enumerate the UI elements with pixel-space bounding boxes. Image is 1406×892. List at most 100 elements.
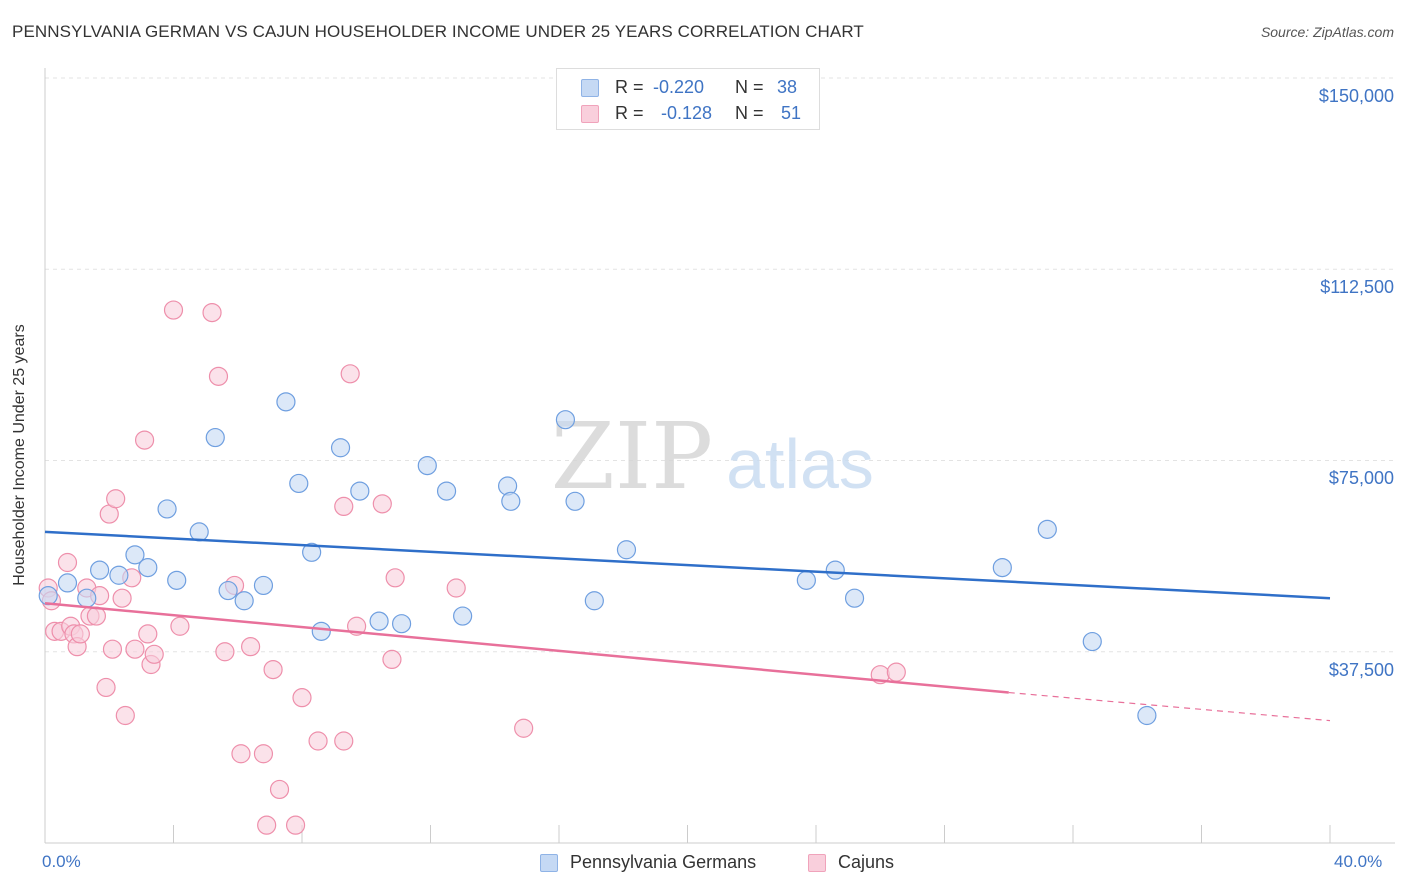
legend-r-value: -0.220 [653, 77, 705, 97]
cajun-point-50 [886, 662, 906, 682]
pennsylvania-german-point-26 [501, 491, 521, 511]
cajun-point-21 [134, 430, 155, 450]
cajun-point-45 [382, 649, 402, 670]
y-tick-label-75000: $75,000 [1328, 468, 1394, 488]
legend-n-value: 51 [781, 103, 802, 123]
x-tick-label-min: 0.0% [42, 852, 81, 871]
pennsylvania-german-point-14 [276, 392, 296, 412]
cajun-point-37 [285, 815, 306, 835]
pennsylvania-german-point-35 [1037, 519, 1057, 539]
y-tick-label-37500: $37,500 [1328, 660, 1394, 680]
trend-lines [44, 530, 1331, 722]
cajun-point-32 [241, 637, 261, 657]
pennsylvania-german-points [38, 392, 1157, 726]
pennsylvania-german-point-12 [234, 591, 254, 611]
pennsylvania-german-point-34 [992, 557, 1012, 578]
pennsylvania-german-point-36 [1082, 631, 1102, 652]
cajun-point-24 [144, 644, 164, 664]
pennsylvania-german-point-22 [417, 456, 437, 476]
legend-r-label: R = [615, 103, 644, 123]
cajun-point-41 [334, 731, 354, 751]
cajun-point-40 [334, 496, 354, 516]
bottom-legend-label-pennsylvania-germans: Pennsylvania Germans [570, 852, 757, 872]
cajun-point-16 [106, 489, 126, 509]
pennsylvania-german-point-20 [369, 611, 389, 631]
source-label: Source: ZipAtlas.com [1260, 24, 1394, 40]
cajun-point-13 [96, 677, 116, 698]
pennsylvania-german-point-15 [289, 473, 309, 494]
pennsylvania-german-point-33 [844, 588, 865, 608]
cajun-points [38, 300, 906, 835]
pennsylvania-german-point-27 [555, 410, 576, 430]
pennsylvania-german-point-9 [189, 522, 209, 542]
bottom-legend-swatch-cajuns [808, 854, 826, 872]
pennsylvania-german-point-2 [77, 588, 97, 608]
watermark: ZIP atlas [551, 403, 874, 510]
cajun-point-33 [253, 744, 274, 764]
cajun-point-42 [340, 364, 360, 384]
legend-n-label: N = [735, 77, 764, 97]
watermark-atlas: atlas [726, 425, 874, 503]
cajun-point-15 [102, 639, 123, 659]
pennsylvania-german-point-32 [825, 560, 845, 580]
pennsylvania-german-point-3 [90, 560, 110, 580]
pennsylvania-german-point-6 [138, 557, 158, 578]
trend-line-cajuns [44, 602, 1009, 694]
pennsylvania-german-point-16 [302, 542, 322, 562]
bottom-legend-label-cajuns: Cajuns [838, 852, 895, 872]
legend-swatch-pennsylvania-germans [581, 79, 599, 97]
cajun-point-44 [372, 494, 392, 514]
pennsylvania-german-point-4 [109, 565, 129, 585]
pennsylvania-german-point-30 [616, 540, 637, 560]
cajun-point-22 [138, 624, 158, 644]
cajun-point-47 [446, 578, 466, 598]
cajun-point-46 [385, 568, 405, 588]
legend-n-label: N = [735, 103, 764, 123]
pennsylvania-german-point-18 [330, 438, 351, 458]
trend-line-cajuns-extension [1008, 691, 1331, 722]
legend-n-value: 38 [777, 77, 798, 97]
legend-r-label: R = [615, 77, 644, 97]
cajun-point-17 [112, 588, 132, 608]
legend-swatch-cajuns [581, 105, 599, 123]
cajun-point-48 [514, 718, 534, 738]
cajun-point-28 [208, 366, 229, 386]
pennsylvania-german-point-31 [796, 570, 816, 590]
cajun-point-26 [170, 616, 190, 636]
axes [44, 68, 1395, 844]
x-tick-label-max: 40.0% [1334, 852, 1383, 871]
chart-title: PENNSYLVANIA GERMAN VS CAJUN HOUSEHOLDER… [12, 22, 864, 41]
cajun-point-29 [215, 642, 235, 662]
pennsylvania-german-point-21 [391, 614, 412, 634]
cajun-point-25 [163, 300, 184, 320]
pennsylvania-german-point-37 [1137, 705, 1157, 726]
cajun-point-8 [70, 624, 90, 644]
legend-r-value: -0.128 [661, 103, 713, 123]
cajun-point-38 [292, 688, 312, 708]
pennsylvania-german-point-10 [205, 427, 225, 448]
pennsylvania-german-point-5 [125, 545, 145, 565]
correlation-legend: R = -0.220 N = 38 R = -0.128 N = 51 [556, 68, 820, 130]
pennsylvania-german-point-19 [350, 481, 370, 501]
y-tick-label-150000: $150,000 [1318, 86, 1394, 106]
cajun-point-34 [257, 815, 277, 835]
pennsylvania-german-point-0 [38, 586, 58, 606]
cajun-point-27 [202, 303, 222, 323]
pennsylvania-german-point-8 [167, 570, 187, 590]
pennsylvania-german-point-17 [311, 621, 331, 641]
pennsylvania-german-point-24 [453, 606, 473, 626]
cajun-point-36 [269, 779, 290, 800]
cajun-point-20 [125, 639, 145, 659]
cajun-point-35 [263, 659, 283, 680]
cajun-point-4 [57, 552, 78, 573]
cajun-point-18 [115, 705, 135, 726]
y-tick-label-112500: $112,500 [1320, 277, 1394, 297]
cajun-point-31 [231, 744, 251, 764]
pennsylvania-german-point-13 [253, 575, 274, 596]
pennsylvania-german-point-29 [584, 591, 604, 611]
pennsylvania-german-point-1 [57, 573, 78, 593]
pennsylvania-german-point-28 [565, 491, 585, 511]
pennsylvania-german-point-23 [436, 481, 457, 501]
cajun-point-39 [308, 731, 328, 751]
